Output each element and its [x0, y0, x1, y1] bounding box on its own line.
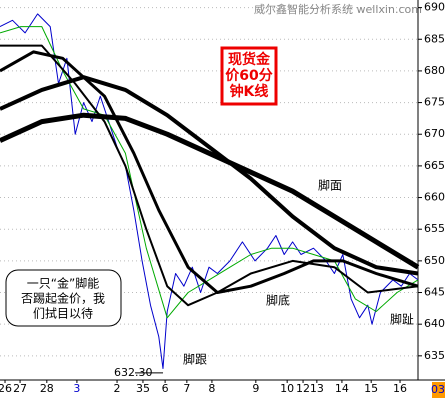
annotation: 脚跟	[183, 352, 207, 367]
axis-end-label: 03	[431, 383, 445, 396]
y-tick-label: 660	[424, 191, 445, 204]
y-tick-label: 650	[424, 254, 445, 267]
y-tick-label: 680	[424, 64, 445, 77]
x-tick-label: 13	[310, 382, 324, 395]
series-line	[0, 44, 419, 307]
axis-end-box	[432, 382, 445, 398]
note-box	[5, 269, 122, 327]
y-tick-label: 685	[424, 32, 445, 45]
low-label: 632.30	[114, 366, 153, 379]
x-tick-label: 2	[114, 382, 121, 395]
y-tick-label: 640	[424, 317, 445, 330]
x-tick-label: 3	[73, 382, 80, 395]
x-tick-label: 7	[183, 382, 190, 395]
y-tick-label: 690	[424, 1, 445, 14]
y-tick-label: 655	[424, 222, 445, 235]
x-tick-label: 35	[136, 382, 150, 395]
x-tick-label: 6	[162, 382, 169, 395]
x-tick-label: 14	[335, 382, 349, 395]
x-tick-label: 26	[0, 382, 12, 395]
note-line: 们拭目以待	[33, 306, 93, 321]
series-line	[0, 26, 419, 319]
annotation: 脚底	[266, 293, 290, 308]
note-line: 一只“金”脚能	[27, 276, 99, 291]
watermark: 威尔鑫智能分析系统 wellxin.com	[254, 2, 422, 16]
annotation: 脚面	[318, 178, 342, 193]
title-line: 现货金	[228, 51, 271, 68]
plot-area	[0, 7, 420, 374]
x-tick-label: 8	[208, 382, 215, 395]
title-line: 价60分	[225, 68, 272, 84]
series-line	[0, 50, 419, 294]
y-tick-label: 670	[424, 127, 445, 140]
title-line: 钟K线	[230, 83, 269, 100]
series-line	[0, 112, 420, 270]
y-tick-label: 675	[424, 96, 445, 109]
x-tick-label: 27	[13, 382, 27, 395]
x-tick-label: 10	[280, 382, 294, 395]
title-box	[220, 46, 278, 106]
x-tick-label: 16	[393, 382, 407, 395]
y-tick-label: 645	[424, 286, 445, 299]
x-tick-label: 9	[252, 382, 259, 395]
x-tick-label: 12	[296, 382, 310, 395]
series-line	[0, 75, 419, 276]
x-tick-label: 28	[40, 382, 54, 395]
y-tick-label: 665	[424, 159, 445, 172]
x-tick-label: 15	[364, 382, 378, 395]
note-line: 否踢起金价，我	[21, 291, 105, 306]
y-tick-label: 635	[424, 349, 445, 362]
annotation: 脚趾	[390, 312, 414, 327]
